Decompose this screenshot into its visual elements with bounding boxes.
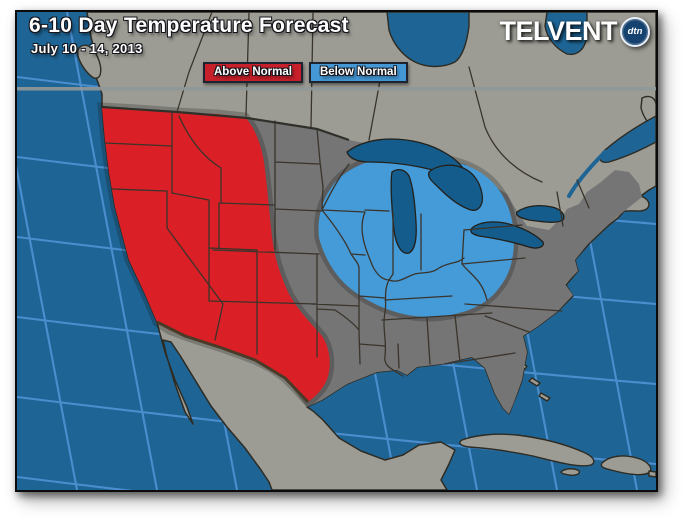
brand-name: TELVENT: [499, 16, 618, 46]
dtn-globe-icon: dtn: [620, 16, 650, 47]
great-lakes: [346, 138, 565, 254]
legend-above-normal: Above Normal: [203, 62, 303, 83]
lake-ontario: [515, 205, 565, 223]
page-title: 6-10 Day Temperature Forecast: [29, 14, 349, 37]
puerto-rico: [648, 470, 656, 478]
jamaica: [560, 468, 581, 476]
us-mexico-border: [156, 320, 310, 404]
legend: Above Normal Below Normal: [203, 62, 408, 83]
forecast-map-card: 6-10 Day Temperature Forecast July 10 - …: [15, 10, 658, 492]
brand-logo: TELVENT dtn: [499, 16, 650, 47]
james-bay-water: [544, 12, 588, 56]
header-divider-line: [17, 87, 656, 91]
vancouver-island: [77, 44, 102, 79]
gulf-of-st-lawrence: [599, 115, 656, 164]
lake-huron: [427, 164, 484, 211]
st-lawrence-river: [567, 150, 607, 198]
us-canada-border: [101, 105, 350, 142]
north-america-map: [17, 12, 656, 490]
forecast-date-range: July 10 - 14, 2013: [31, 41, 143, 56]
inland-waters: [386, 12, 656, 164]
above-normal-region: [102, 107, 330, 402]
hudson-bay: [386, 12, 470, 68]
legend-below-normal: Below Normal: [308, 62, 408, 83]
cuba: [459, 433, 595, 467]
